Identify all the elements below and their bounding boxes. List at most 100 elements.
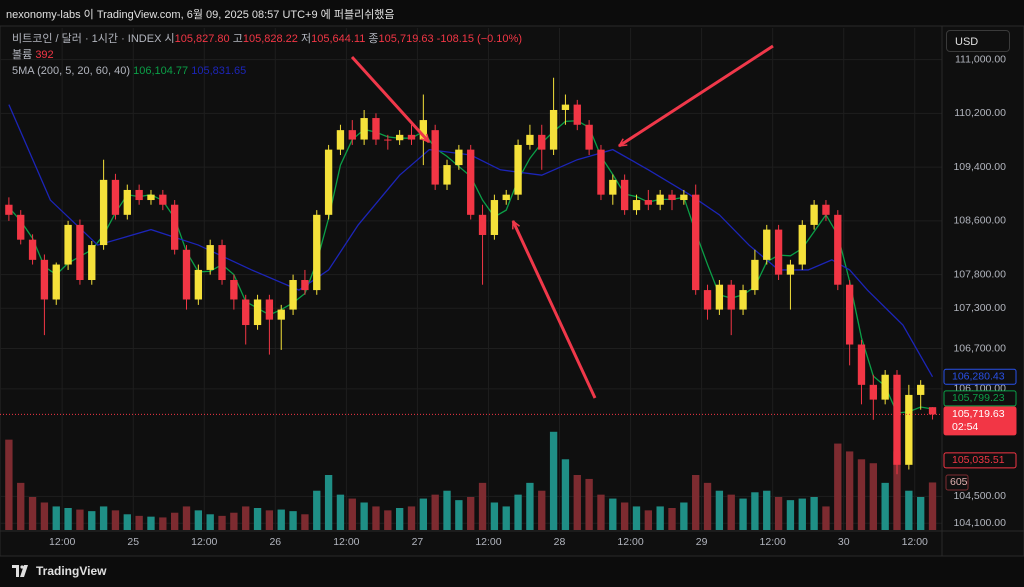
volume-bar	[739, 498, 747, 530]
volume-bar	[680, 502, 688, 530]
volume-tag-label: 605	[950, 476, 968, 488]
volume-bar	[869, 463, 877, 530]
currency-button[interactable]: USD	[946, 30, 1010, 52]
candle-body	[834, 214, 842, 285]
price-tag-countdown: 02:54	[952, 421, 978, 433]
ohlc-label: 고	[232, 33, 243, 45]
candle-body	[703, 290, 712, 310]
candle-body	[407, 134, 416, 140]
candle-body	[739, 290, 747, 310]
volume-bar	[218, 515, 226, 530]
volume-bar	[703, 482, 712, 530]
volume-bar	[336, 494, 345, 530]
y-tick-label: 110,200.00	[954, 107, 1006, 119]
volume-bar	[265, 510, 274, 530]
candle-body	[751, 259, 759, 291]
y-tick-label: 104,100.00	[953, 517, 1006, 529]
symbol: 비트코인 / 달러 · 1시간 · INDEX	[12, 33, 162, 45]
volume-bar	[786, 500, 795, 530]
candle-body	[40, 259, 49, 300]
candle-body	[76, 224, 84, 281]
volume-bar	[194, 510, 203, 530]
y-tick-label: 111,000.00	[955, 53, 1006, 65]
ohlc-value: 105,644.11	[311, 33, 366, 45]
volume-bar	[360, 502, 368, 530]
arrow	[511, 221, 597, 399]
candle-body	[135, 189, 143, 201]
volume-bar	[123, 514, 131, 530]
volume-bar	[407, 506, 416, 530]
candle-body	[727, 284, 735, 310]
price-tag	[943, 390, 1017, 407]
volume-value: 392	[35, 49, 54, 61]
ohlc-label: 시	[164, 33, 175, 45]
arrow	[350, 55, 429, 142]
volume-bar	[313, 490, 321, 530]
candle-body	[573, 104, 581, 125]
volume-bar	[159, 517, 167, 530]
x-tick-label: 12:00	[902, 536, 928, 548]
candle-body	[64, 224, 72, 265]
volume-bar	[170, 512, 179, 530]
ma-value: 105,831.65	[191, 65, 247, 77]
candle-body	[277, 309, 285, 320]
brand: TradingView	[36, 564, 107, 578]
volume-bar	[774, 497, 783, 530]
candle-body	[478, 214, 487, 235]
volume-bar	[76, 509, 84, 530]
volume-bar	[431, 494, 439, 530]
volume-bar	[549, 431, 558, 530]
candle-body	[502, 194, 510, 201]
x-tick-label: 12:00	[475, 536, 501, 548]
arrow	[619, 44, 774, 148]
volume-bar	[135, 515, 143, 530]
candle-body	[182, 249, 191, 300]
ohlc-label: 저	[300, 33, 312, 45]
legend-row: 비트코인 / 달러 · 1시간 · INDEX 시105,827.80 고105…	[12, 31, 522, 47]
volume-bar	[277, 509, 285, 530]
candle-body	[419, 120, 428, 140]
candle-body	[384, 139, 392, 141]
y-tick-label: 109,400.00	[953, 161, 1006, 173]
volume-bar	[324, 475, 333, 530]
volume-bar	[478, 482, 487, 530]
candle-body	[99, 179, 108, 246]
plot-area	[0, 77, 942, 530]
candle-body	[348, 130, 356, 140]
volume-bar	[692, 475, 700, 530]
volume-bar	[17, 482, 25, 530]
price-tag-label: 106,280.43	[952, 371, 1005, 383]
ohlc-label: 종	[368, 33, 379, 45]
legend: 비트코인 / 달러 · 1시간 · INDEX 시105,827.80 고105…	[12, 31, 522, 79]
candle-body	[715, 284, 724, 310]
volume-bar	[419, 498, 428, 530]
footer: TradingView	[12, 564, 106, 578]
x-tick-label: 26	[269, 536, 281, 548]
volume-bar	[597, 494, 605, 530]
candle-body	[242, 299, 250, 326]
volume-bar	[727, 494, 735, 530]
candle-body	[111, 179, 120, 215]
volume-bar	[28, 497, 37, 530]
candle-body	[692, 194, 700, 291]
volume-bar	[52, 506, 60, 530]
volume-bar	[384, 510, 392, 530]
candle-body	[561, 104, 570, 110]
volume-tag	[945, 474, 969, 491]
price-tag-label: 105,035.51	[952, 454, 1005, 466]
volume-bar	[893, 451, 901, 530]
volume-bar	[111, 510, 120, 530]
volume-bar	[289, 511, 297, 530]
volume-bar	[857, 459, 866, 530]
volume-bar	[845, 451, 854, 530]
candle-body	[431, 130, 439, 185]
chart-frame	[0, 25, 1024, 557]
candle-body	[810, 204, 818, 225]
volume-bar	[715, 490, 724, 530]
volume-bar	[230, 512, 238, 530]
candle-body	[206, 245, 214, 270]
candle-body	[289, 280, 297, 310]
volume-bar	[182, 506, 191, 530]
volume-bar	[763, 490, 771, 530]
